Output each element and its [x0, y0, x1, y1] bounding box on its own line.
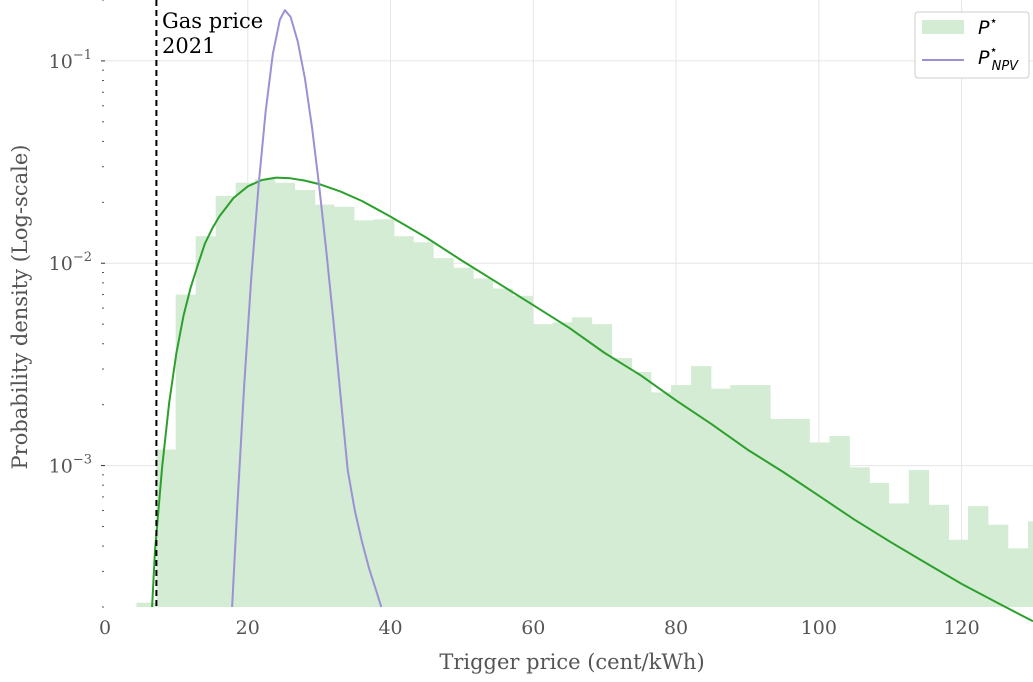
- histogram-bar: [294, 190, 316, 608]
- histogram-bar: [175, 294, 196, 607]
- histogram-bar: [532, 324, 553, 607]
- y-axis-title: Probability density (Log-scale): [8, 145, 32, 470]
- histogram-bar: [512, 295, 533, 607]
- histogram-bar: [968, 506, 989, 607]
- histogram-bar: [552, 322, 573, 607]
- legend-patch-histogram: [922, 20, 964, 34]
- histogram-bars: [136, 179, 1033, 608]
- series-line-fit: [151, 176, 1033, 623]
- histogram-bar: [1008, 548, 1029, 607]
- histogram-bar: [948, 539, 969, 607]
- histogram-bar: [254, 179, 276, 607]
- histogram-bar: [849, 467, 870, 607]
- histogram-bar: [928, 504, 950, 607]
- histogram-bar: [591, 324, 613, 607]
- x-tick-label: 100: [801, 617, 837, 639]
- x-tick-label: 20: [236, 617, 260, 639]
- histogram-bar: [195, 236, 216, 608]
- axes: 0 20 40 60 80 100 120 10−3 10−2 10−1: [49, 0, 980, 639]
- histogram-bar: [394, 236, 414, 608]
- histogram-bar: [1028, 521, 1033, 607]
- histogram-bar: [809, 442, 830, 607]
- histogram-bar: [908, 470, 930, 607]
- histogram-bar: [711, 388, 731, 607]
- histogram-bar: [611, 358, 633, 607]
- histogram-bar: [235, 182, 256, 607]
- legend-label-histogram: P⋆: [978, 14, 998, 39]
- y-tick-label: 10−2: [49, 250, 92, 275]
- histogram-bar: [571, 317, 593, 607]
- x-tick-label: 0: [99, 617, 111, 639]
- x-tick-label: 120: [943, 617, 979, 639]
- annotation-line-1: Gas price: [162, 9, 263, 33]
- histogram-bar: [215, 195, 236, 608]
- histogram-bar: [829, 436, 850, 607]
- histogram-bar: [631, 372, 652, 607]
- histogram-bar: [988, 524, 1009, 607]
- x-axis-title: Trigger price (cent/kWh): [439, 650, 704, 674]
- legend: P⋆ P⋆ NPV: [914, 11, 1030, 79]
- histogram-bar: [274, 182, 296, 607]
- histogram-bar: [433, 258, 454, 607]
- histogram-bar: [334, 206, 355, 608]
- legend-label-npv: P⋆ NPV: [978, 43, 1019, 74]
- histogram-bar: [136, 602, 157, 607]
- histogram-bar: [354, 220, 375, 607]
- histogram-bar: [671, 385, 692, 607]
- histogram-bar: [413, 242, 434, 608]
- histogram-bar: [374, 219, 395, 607]
- histogram-bar: [888, 503, 910, 607]
- histogram-bar: [790, 418, 810, 607]
- x-tick-label: 80: [664, 617, 688, 639]
- histogram-bar: [691, 366, 712, 607]
- annotation-line-2: 2021: [162, 34, 215, 58]
- x-tick-label: 60: [521, 617, 545, 639]
- histogram-bar: [730, 385, 751, 607]
- histogram-bar: [770, 418, 791, 607]
- histogram-bar: [492, 288, 513, 607]
- histogram-bar: [453, 267, 474, 607]
- series-lines: [151, 9, 1033, 623]
- x-tick-label: 40: [378, 617, 402, 639]
- y-tick-label: 10−3: [49, 453, 92, 478]
- histogram-bar: [651, 392, 672, 607]
- histogram-bar: [869, 483, 890, 607]
- y-tick-label: 10−1: [49, 48, 92, 73]
- histogram-bar: [156, 449, 176, 607]
- histogram-bar: [473, 278, 493, 607]
- histogram-bar: [750, 385, 771, 607]
- histogram-bar: [314, 204, 335, 608]
- series-line-npv: [231, 9, 383, 608]
